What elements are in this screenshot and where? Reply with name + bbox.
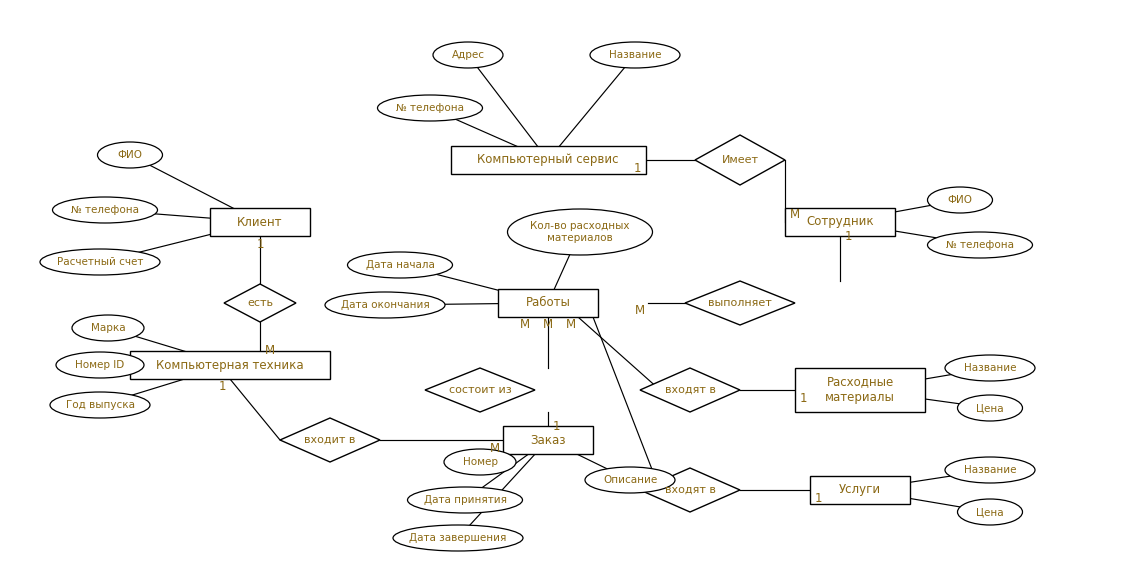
Ellipse shape — [957, 395, 1022, 421]
Text: Услуги: Услуги — [839, 483, 881, 497]
Ellipse shape — [508, 209, 652, 255]
Polygon shape — [695, 135, 785, 185]
Text: состоит из: состоит из — [448, 385, 511, 395]
Ellipse shape — [40, 249, 160, 275]
Text: Марка: Марка — [91, 323, 126, 333]
Text: ФИО: ФИО — [118, 150, 142, 160]
Ellipse shape — [590, 42, 680, 68]
Text: Дата принятия: Дата принятия — [424, 495, 507, 505]
Polygon shape — [640, 468, 740, 512]
Text: Клиент: Клиент — [238, 216, 282, 229]
Text: Имеет: Имеет — [722, 155, 759, 165]
Text: Название: Название — [964, 363, 1017, 373]
Text: входят в: входят в — [665, 385, 715, 395]
Polygon shape — [425, 368, 535, 412]
Text: есть: есть — [247, 298, 274, 308]
Ellipse shape — [378, 95, 482, 121]
FancyBboxPatch shape — [130, 351, 330, 379]
Text: 1: 1 — [257, 237, 263, 251]
Text: Компьютерный сервис: Компьютерный сервис — [478, 153, 619, 167]
Ellipse shape — [50, 392, 150, 418]
Text: М: М — [265, 345, 275, 357]
Text: Описание: Описание — [603, 475, 657, 485]
Ellipse shape — [433, 42, 503, 68]
Text: Адрес: Адрес — [452, 50, 484, 60]
FancyBboxPatch shape — [795, 368, 925, 412]
Ellipse shape — [927, 187, 992, 213]
Text: № телефона: № телефона — [71, 205, 139, 215]
Ellipse shape — [945, 355, 1035, 381]
Text: М: М — [790, 208, 800, 220]
Text: Цена: Цена — [976, 403, 1003, 413]
Ellipse shape — [585, 467, 675, 493]
Text: входит в: входит в — [304, 435, 355, 445]
Text: Кол-во расходных
материалов: Кол-во расходных материалов — [530, 221, 630, 243]
Text: 1: 1 — [219, 381, 225, 394]
Text: Дата завершения: Дата завершения — [409, 533, 507, 543]
Text: Дата начала: Дата начала — [365, 260, 435, 270]
Ellipse shape — [325, 292, 445, 318]
Text: 1: 1 — [633, 161, 641, 174]
Text: Название: Название — [609, 50, 661, 60]
Ellipse shape — [98, 142, 163, 168]
Text: входят в: входят в — [665, 485, 715, 495]
Text: выполняет: выполняет — [708, 298, 772, 308]
Text: Год выпуска: Год выпуска — [65, 400, 135, 410]
Text: Сотрудник: Сотрудник — [806, 216, 873, 229]
Text: М: М — [490, 441, 500, 455]
Ellipse shape — [72, 315, 143, 341]
Ellipse shape — [957, 499, 1022, 525]
Text: М: М — [566, 318, 576, 332]
FancyBboxPatch shape — [498, 289, 597, 317]
FancyBboxPatch shape — [810, 476, 910, 504]
Text: 1: 1 — [799, 392, 807, 405]
Text: № телефона: № телефона — [946, 240, 1015, 250]
Text: Работы: Работы — [526, 297, 571, 310]
Text: 1: 1 — [553, 420, 559, 433]
Polygon shape — [280, 418, 380, 462]
Text: М: М — [634, 304, 645, 318]
Ellipse shape — [945, 457, 1035, 483]
Text: М: М — [520, 318, 530, 332]
Ellipse shape — [56, 352, 143, 378]
Text: № телефона: № телефона — [396, 103, 464, 113]
Text: Заказ: Заказ — [530, 434, 566, 447]
Text: 1: 1 — [844, 230, 852, 243]
Text: Номер: Номер — [463, 457, 498, 467]
Ellipse shape — [393, 525, 524, 551]
Text: Номер ID: Номер ID — [75, 360, 124, 370]
FancyBboxPatch shape — [503, 426, 593, 454]
Text: Компьютерная техника: Компьютерная техника — [156, 359, 304, 371]
FancyBboxPatch shape — [785, 208, 895, 236]
Ellipse shape — [444, 449, 516, 475]
Ellipse shape — [408, 487, 522, 513]
Text: Расходные
материалы: Расходные материалы — [825, 375, 895, 405]
Text: М: М — [543, 318, 553, 332]
FancyBboxPatch shape — [210, 208, 311, 236]
Ellipse shape — [348, 252, 453, 278]
Ellipse shape — [53, 197, 157, 223]
Text: Расчетный счет: Расчетный счет — [57, 257, 143, 267]
Text: Название: Название — [964, 465, 1017, 475]
Text: Дата окончания: Дата окончания — [341, 300, 429, 310]
Polygon shape — [640, 368, 740, 412]
Text: ФИО: ФИО — [947, 195, 973, 205]
FancyBboxPatch shape — [451, 146, 646, 174]
Ellipse shape — [927, 232, 1032, 258]
Polygon shape — [685, 281, 795, 325]
Text: Цена: Цена — [976, 507, 1003, 517]
Text: 1: 1 — [814, 491, 822, 504]
Polygon shape — [224, 284, 296, 322]
